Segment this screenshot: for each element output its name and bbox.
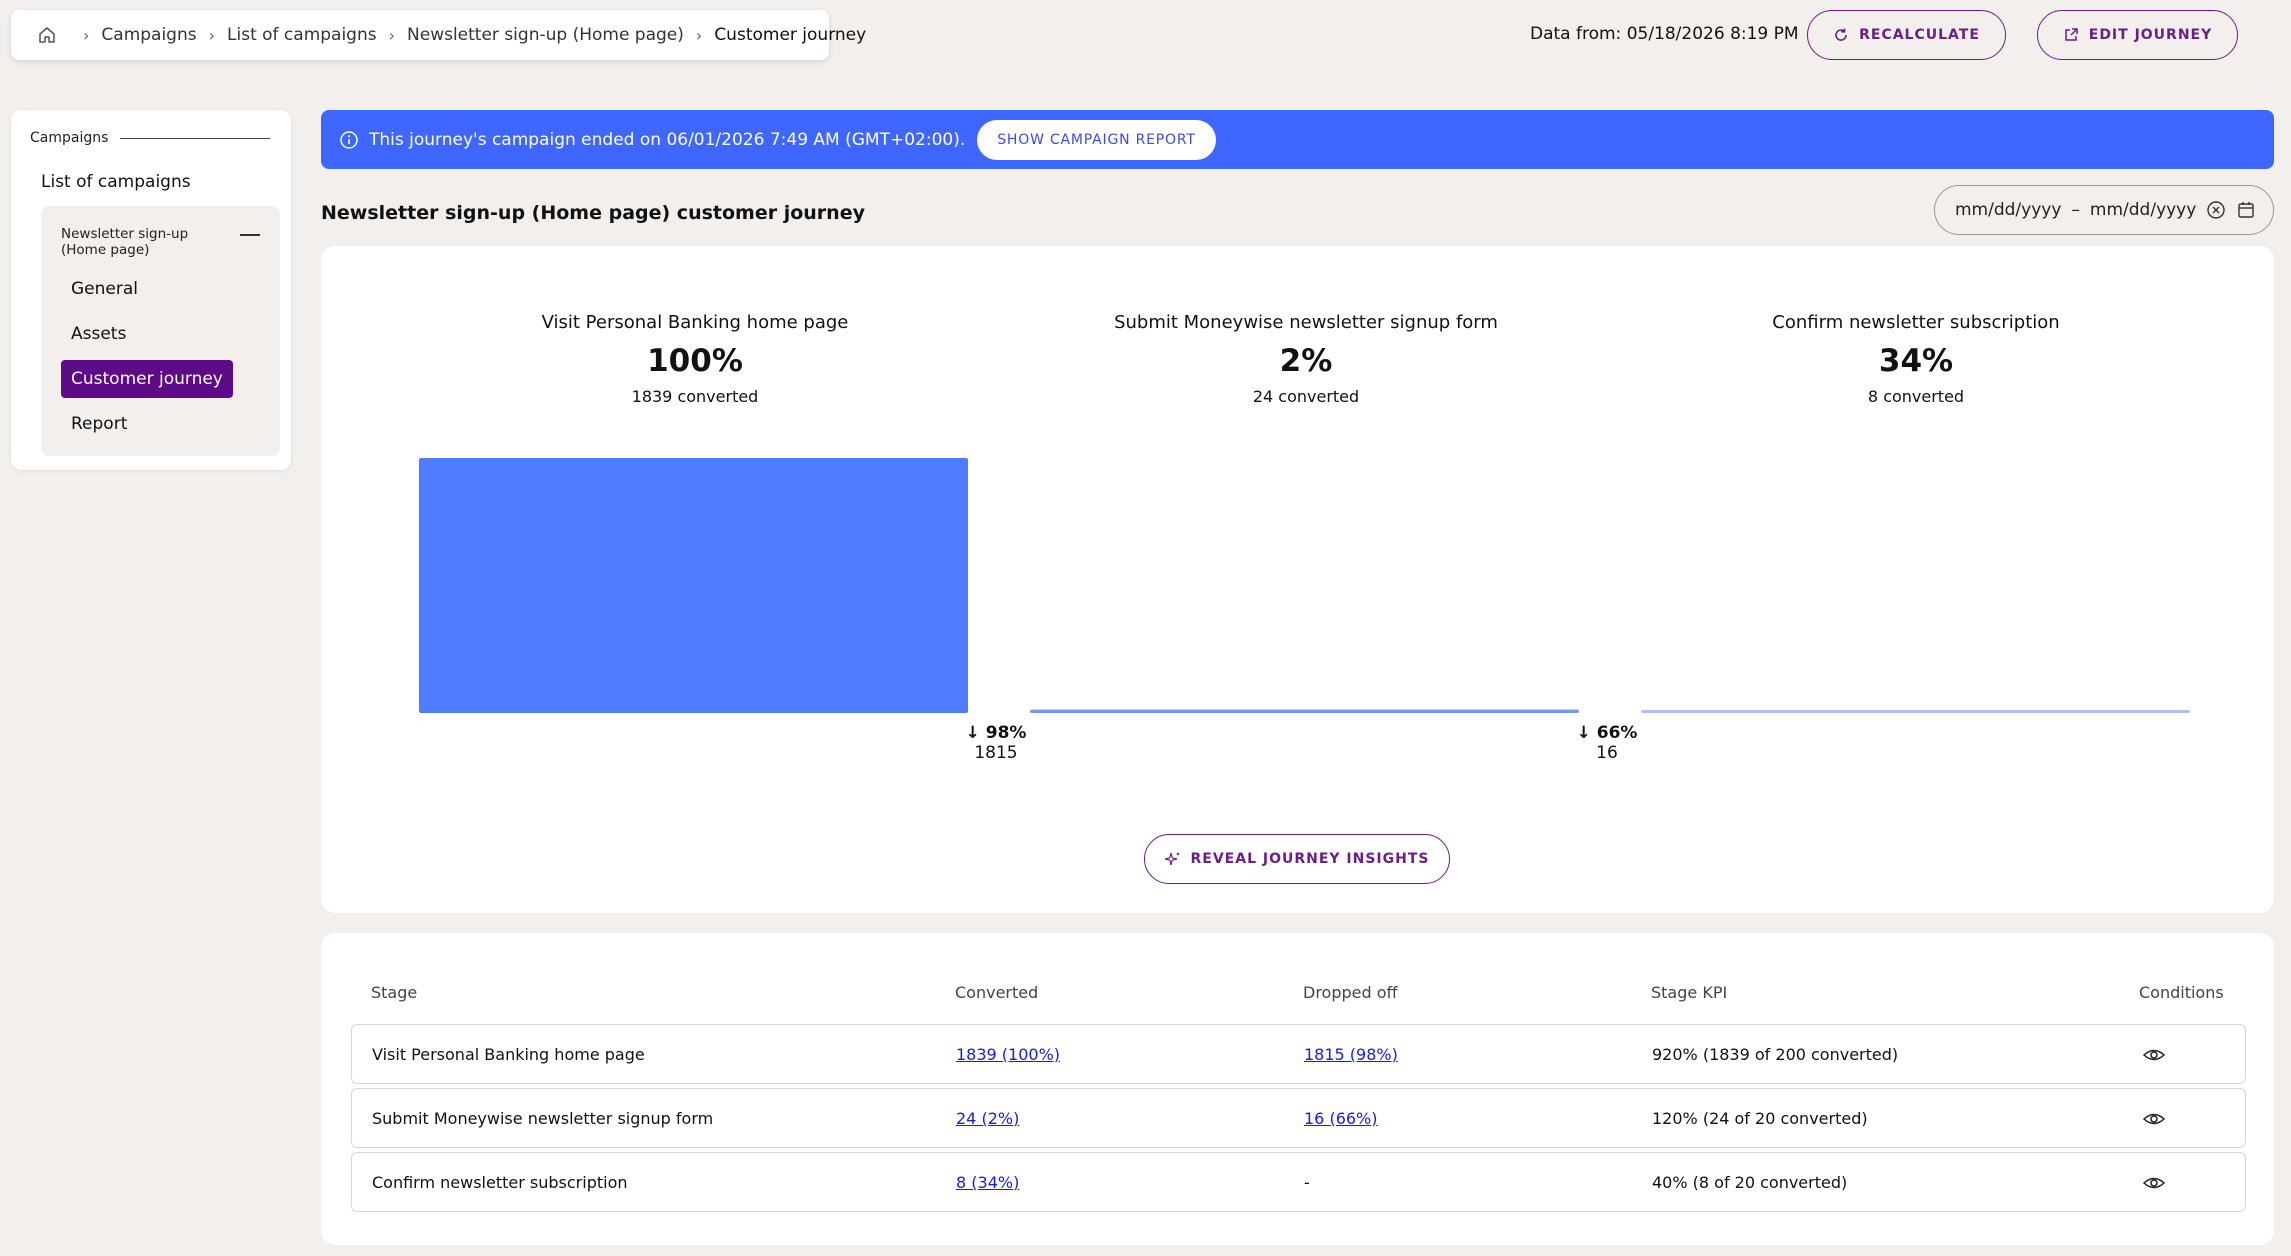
stage-converted: 1839 converted — [631, 387, 759, 406]
recalculate-button[interactable]: RECALCULATE — [1807, 10, 2006, 60]
stage-percent: 100% — [647, 343, 743, 379]
sidebar-item-assets[interactable]: Assets — [71, 324, 127, 344]
stages-table: Stage Converted Dropped off Stage KPI Co… — [321, 933, 2274, 1245]
stage-percent: 2% — [1279, 343, 1333, 379]
dropoff-percent: 66% — [1596, 723, 1638, 743]
dropped-link[interactable]: 16 (66%) — [1304, 1109, 1378, 1128]
stage-header-1: Visit Personal Banking home page 100% 18… — [415, 312, 975, 406]
eye-icon[interactable] — [2143, 1045, 2165, 1065]
stage-cell: Submit Moneywise newsletter signup form — [372, 1109, 714, 1128]
sidebar-group-title[interactable]: Newsletter sign-up (Home page) — [61, 226, 189, 258]
header-stage-kpi: Stage KPI — [1651, 983, 1728, 1002]
funnel-bar-3 — [1641, 710, 2190, 713]
table-row: Confirm newsletter subscription 8 (34%) … — [351, 1152, 2246, 1212]
table-row: Visit Personal Banking home page 1839 (1… — [351, 1024, 2246, 1084]
campaign-ended-banner: This journey's campaign ended on 06/01/2… — [321, 110, 2274, 169]
stage-cell: Visit Personal Banking home page — [372, 1045, 645, 1064]
sidebar-item-list-of-campaigns[interactable]: List of campaigns — [41, 172, 191, 192]
page-title: Newsletter sign-up (Home page) customer … — [321, 202, 865, 224]
refresh-icon — [1835, 28, 1847, 41]
calendar-icon[interactable] — [2236, 200, 2256, 220]
stage-converted: 8 converted — [1867, 387, 1965, 406]
sidebar-heading: Campaigns — [30, 130, 270, 146]
kpi-cell: 40% (8 of 20 converted) — [1652, 1173, 1848, 1192]
dropoff-1: ↓ 98% 1815 — [956, 723, 1036, 763]
funnel-bar-1 — [419, 458, 968, 713]
chevron-right-icon: › — [208, 25, 216, 45]
breadcrumb-current: Customer journey — [714, 25, 867, 45]
insights-label: REVEAL JOURNEY INSIGHTS — [1190, 851, 1430, 867]
converted-link[interactable]: 1839 (100%) — [956, 1045, 1061, 1064]
eye-icon[interactable] — [2143, 1173, 2165, 1193]
stage-header-2: Submit Moneywise newsletter signup form … — [1026, 312, 1586, 406]
sidebar-item-report[interactable]: Report — [71, 414, 128, 434]
stage-converted: 24 converted — [1252, 387, 1360, 406]
stage-cell: Confirm newsletter subscription — [372, 1173, 628, 1192]
chevron-right-icon: › — [83, 25, 90, 45]
edit-journey-label: EDIT JOURNEY — [2088, 27, 2213, 43]
clear-icon[interactable] — [2206, 200, 2226, 220]
dropped-cell: - — [1304, 1173, 1310, 1192]
header-dropped-off: Dropped off — [1303, 983, 1398, 1002]
header-conditions: Conditions — [2139, 983, 2224, 1002]
converted-link[interactable]: 24 (2%) — [956, 1109, 1020, 1128]
info-icon — [340, 130, 358, 149]
sidebar-item-customer-journey[interactable]: Customer journey — [61, 360, 233, 398]
eye-icon[interactable] — [2143, 1109, 2165, 1129]
stage-name: Submit Moneywise newsletter signup form — [1114, 312, 1498, 333]
start-date-input[interactable]: mm/dd/yyyy — [1955, 200, 2062, 220]
stage-percent: 34% — [1878, 343, 1954, 379]
table-header: Stage Converted Dropped off Stage KPI Co… — [351, 983, 2246, 1007]
down-arrow-icon: ↓ — [965, 723, 986, 743]
sidebar-item-general[interactable]: General — [71, 279, 138, 299]
converted-link[interactable]: 8 (34%) — [956, 1173, 1020, 1192]
home-icon[interactable] — [37, 25, 57, 45]
breadcrumb-campaign[interactable]: Newsletter sign-up (Home page) — [407, 25, 684, 45]
chevron-right-icon: › — [388, 25, 396, 45]
funnel-bar-2 — [1030, 709, 1579, 713]
recalculate-label: RECALCULATE — [1859, 27, 1980, 43]
dropped-link[interactable]: 1815 (98%) — [1304, 1045, 1398, 1064]
dropoff-count: 1815 — [974, 743, 1018, 763]
edit-journey-button[interactable]: EDIT JOURNEY — [2037, 10, 2238, 60]
breadcrumb: › Campaigns › List of campaigns › Newsle… — [11, 10, 866, 60]
dropoff-percent: 98% — [985, 723, 1027, 743]
dropoff-2: ↓ 66% 16 — [1567, 723, 1647, 763]
end-date-input[interactable]: mm/dd/yyyy — [2089, 200, 2197, 220]
dropoff-count: 16 — [1596, 743, 1618, 763]
header-converted: Converted — [955, 983, 1039, 1002]
date-separator: – — [2071, 200, 2080, 220]
stage-header-3: Confirm newsletter subscription 34% 8 co… — [1636, 312, 2196, 406]
sparkle-icon — [1164, 852, 1180, 866]
breadcrumb-list-of-campaigns[interactable]: List of campaigns — [227, 25, 377, 45]
show-campaign-report-button[interactable]: SHOW CAMPAIGN REPORT — [977, 119, 1216, 160]
external-edit-icon — [2065, 28, 2078, 41]
funnel-bars — [419, 458, 2190, 713]
stage-name: Confirm newsletter subscription — [1772, 312, 2060, 333]
header-stage: Stage — [371, 983, 418, 1002]
divider — [120, 137, 270, 139]
sidebar-campaign-group: Newsletter sign-up (Home page) General A… — [41, 206, 280, 456]
table-row: Submit Moneywise newsletter signup form … — [351, 1088, 2246, 1148]
collapse-icon[interactable] — [240, 234, 260, 236]
sidebar-heading-label: Campaigns — [30, 130, 109, 146]
down-arrow-icon: ↓ — [1576, 723, 1597, 743]
date-range-picker[interactable]: mm/dd/yyyy – mm/dd/yyyy — [1934, 185, 2274, 235]
banner-message: This journey's campaign ended on 06/01/2… — [369, 129, 966, 150]
sidebar: Campaigns List of campaigns Newsletter s… — [11, 110, 291, 470]
chevron-right-icon: › — [695, 25, 703, 45]
kpi-cell: 920% (1839 of 200 converted) — [1652, 1045, 1899, 1064]
data-from-timestamp: Data from: 05/18/2026 8:19 PM — [1530, 24, 1799, 44]
kpi-cell: 120% (24 of 20 converted) — [1652, 1109, 1868, 1128]
breadcrumb-campaigns[interactable]: Campaigns — [101, 25, 197, 45]
stage-name: Visit Personal Banking home page — [541, 312, 849, 333]
reveal-journey-insights-button[interactable]: REVEAL JOURNEY INSIGHTS — [1144, 834, 1450, 884]
journey-funnel-chart: Visit Personal Banking home page 100% 18… — [321, 246, 2274, 913]
